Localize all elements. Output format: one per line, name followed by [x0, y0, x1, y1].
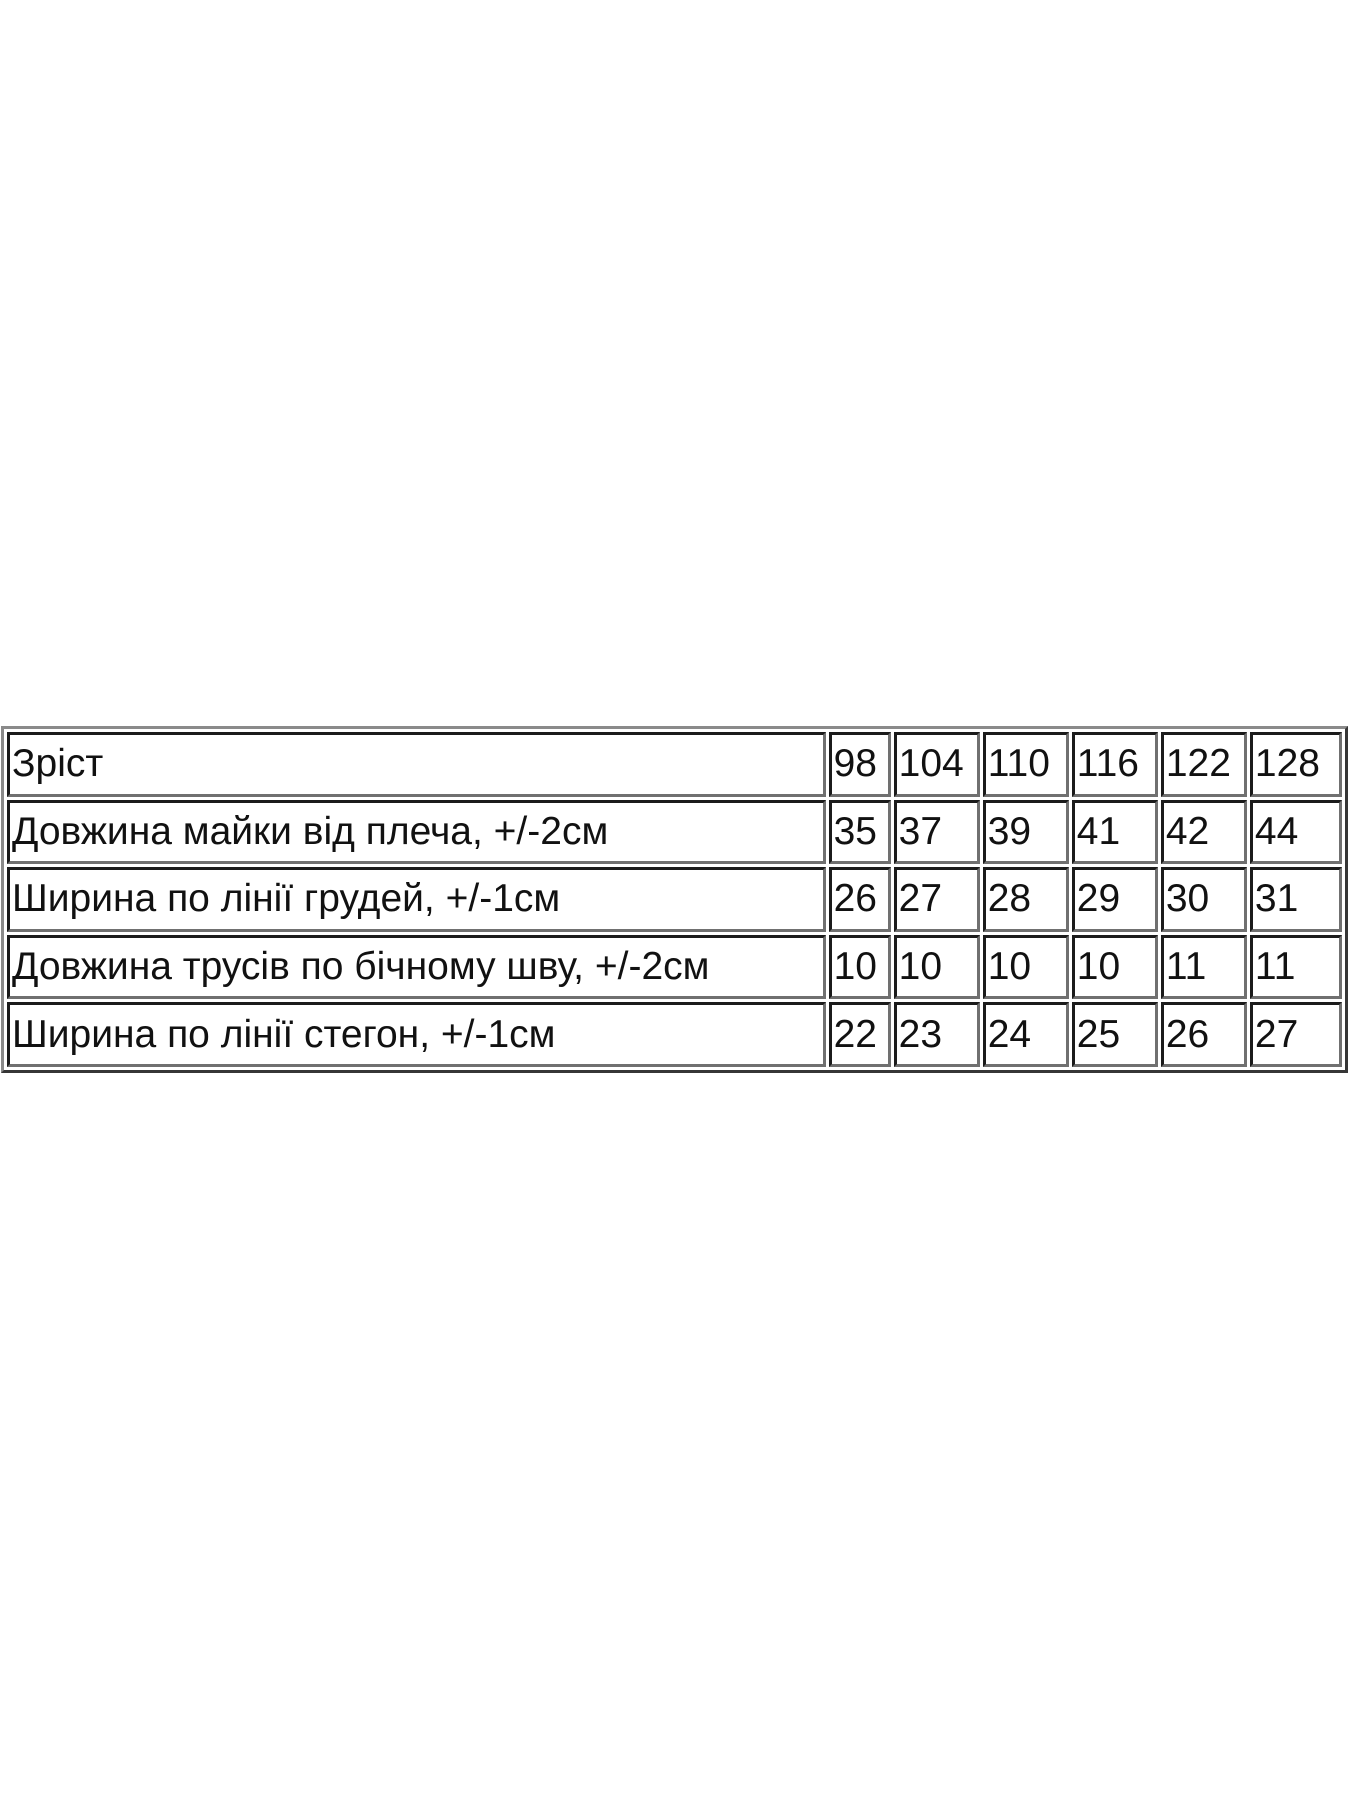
size-header-cell: 104	[893, 732, 980, 797]
value-cell: 10	[893, 934, 980, 1000]
value-cell: 10	[982, 934, 1069, 1000]
value-cell: 27	[893, 867, 980, 932]
table-row: Ширина по лінії стегон, +/-1см 22 23 24 25 26…	[7, 1002, 1342, 1067]
table-row: Довжина трусів по бічному шву, +/-2см 10 1…	[7, 934, 1342, 1000]
measurement-label: Ширина по лінії стегон, +/-1см	[7, 1002, 826, 1067]
value-cell: 30	[1160, 867, 1247, 932]
value-cell: 37	[893, 799, 980, 865]
value-cell: 26	[1160, 1002, 1247, 1067]
value-cell: 24	[982, 1002, 1069, 1067]
header-row: Зріст 98 104 110 116 122 128	[7, 732, 1342, 797]
size-header-cell: 122	[1160, 732, 1247, 797]
measurement-label: Довжина трусів по бічному шву, +/-2см	[7, 934, 826, 1000]
size-header-cell: 110	[982, 732, 1069, 797]
size-header-cell: 98	[828, 732, 891, 797]
value-cell: 31	[1249, 867, 1342, 932]
size-header-cell: 116	[1071, 732, 1158, 797]
value-cell: 11	[1160, 934, 1247, 1000]
measurement-label: Довжина майки від плеча, +/-2см	[7, 799, 826, 865]
value-cell: 27	[1249, 1002, 1342, 1067]
value-cell: 10	[1071, 934, 1158, 1000]
value-cell: 22	[828, 1002, 891, 1067]
size-header-cell: 128	[1249, 732, 1342, 797]
value-cell: 25	[1071, 1002, 1158, 1067]
value-cell: 11	[1249, 934, 1342, 1000]
value-cell: 26	[828, 867, 891, 932]
value-cell: 44	[1249, 799, 1342, 865]
table-row: Ширина по лінії грудей, +/-1см 26 27 28 29 30…	[7, 867, 1342, 932]
value-cell: 23	[893, 1002, 980, 1067]
value-cell: 42	[1160, 799, 1247, 865]
value-cell: 41	[1071, 799, 1158, 865]
table-row: Довжина майки від плеча, +/-2см 35 37 39 41 4…	[7, 799, 1342, 865]
height-label: Зріст	[7, 732, 826, 797]
value-cell: 39	[982, 799, 1069, 865]
size-chart-table: Зріст 98 104 110 116 122 128 Довжина майки від …	[1, 726, 1348, 1073]
value-cell: 29	[1071, 867, 1158, 932]
measurement-label: Ширина по лінії грудей, +/-1см	[7, 867, 826, 932]
value-cell: 10	[828, 934, 891, 1000]
value-cell: 35	[828, 799, 891, 865]
value-cell: 28	[982, 867, 1069, 932]
